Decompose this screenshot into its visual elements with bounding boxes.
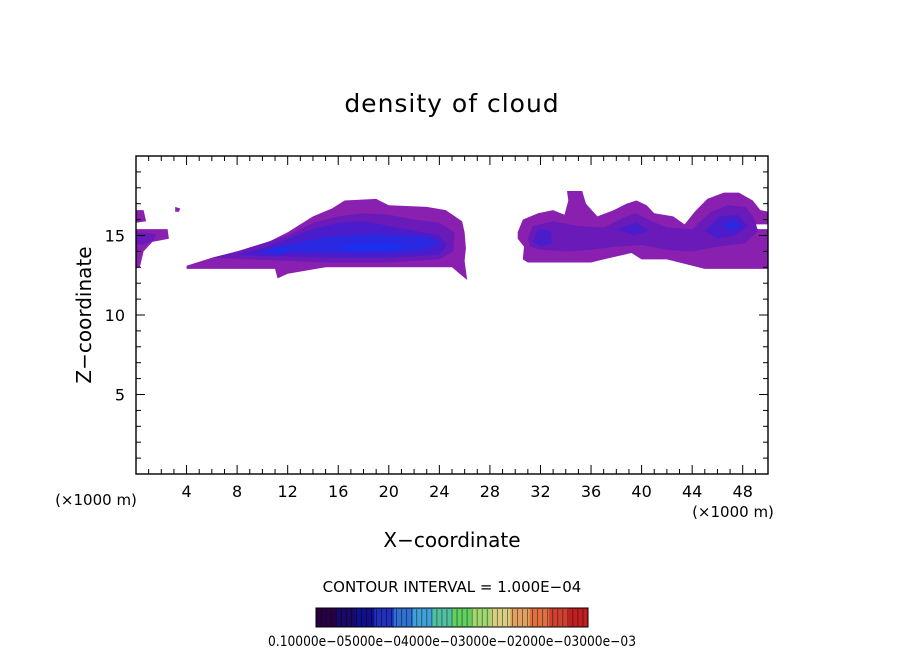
colorbar-swatch: [529, 608, 550, 627]
colorbar: [316, 608, 589, 627]
y-tick-label: 5: [115, 386, 125, 405]
x-tick-label: 44: [682, 482, 702, 501]
contour-interval-label: CONTOUR INTERVAL = 1.000E−04: [323, 578, 582, 596]
x-tick-label: 20: [379, 482, 399, 501]
x-tick-label: 4: [181, 482, 191, 501]
density-contour-mid: [136, 232, 157, 245]
cloud-region: [186, 198, 468, 280]
x-tick-label: 48: [733, 482, 753, 501]
colorbar-swatch: [471, 608, 492, 627]
colorbar-swatch: [413, 608, 434, 627]
density-contour-outer: [136, 210, 147, 223]
x-tick-label: 36: [581, 482, 601, 501]
y-tick-label: 10: [105, 306, 125, 325]
density-contour-core: [722, 219, 742, 231]
colorbar-labels: 0.10000e−05000e−04000e−03000e−02000e−030…: [268, 634, 636, 650]
y-axis-label: Z−coordinate: [72, 246, 96, 383]
colorbar-swatch: [432, 608, 453, 627]
plot-frame: [135, 155, 769, 475]
colorbar-swatch: [568, 608, 589, 627]
colorbar-swatch: [549, 608, 570, 627]
x-tick-label: 40: [631, 482, 651, 501]
x-unit-left: (×1000 m): [55, 491, 137, 509]
density-contour-outer: [175, 206, 181, 212]
x-axis-label: X−coordinate: [383, 528, 520, 552]
chart-title: density of cloud: [344, 89, 559, 118]
x-unit-right: (×1000 m): [692, 503, 774, 521]
colorbar-frame: [315, 607, 589, 628]
density-contour-peak: [338, 243, 408, 250]
x-tick-label: 24: [429, 482, 449, 501]
colorbar-swatch: [393, 608, 414, 627]
x-tick-label: 12: [278, 482, 298, 501]
colorbar-swatch: [490, 608, 511, 627]
x-tick-labels: 4 8 12 16 20 24 28 32 36 40 44 48: [181, 482, 752, 501]
x-tick-label: 8: [232, 482, 242, 501]
x-tick-label: 16: [328, 482, 348, 501]
y-tick-labels: 5 10 15: [105, 227, 125, 405]
colorbar-swatch: [335, 608, 356, 627]
cloud-region: [517, 191, 768, 269]
x-tick-label: 28: [480, 482, 500, 501]
colorbar-swatch: [510, 608, 531, 627]
axis-ticks: [135, 155, 769, 475]
x-tick-label: 32: [530, 482, 550, 501]
density-contour-inner: [616, 222, 650, 236]
cloud-density-field: [136, 191, 768, 280]
cloud-region: [136, 206, 181, 268]
y-tick-label: 15: [105, 227, 125, 246]
density-contour-inner: [532, 229, 552, 247]
density-contour-peak: [262, 247, 293, 254]
colorbar-swatch: [354, 608, 375, 627]
colorbar-swatch: [374, 608, 395, 627]
